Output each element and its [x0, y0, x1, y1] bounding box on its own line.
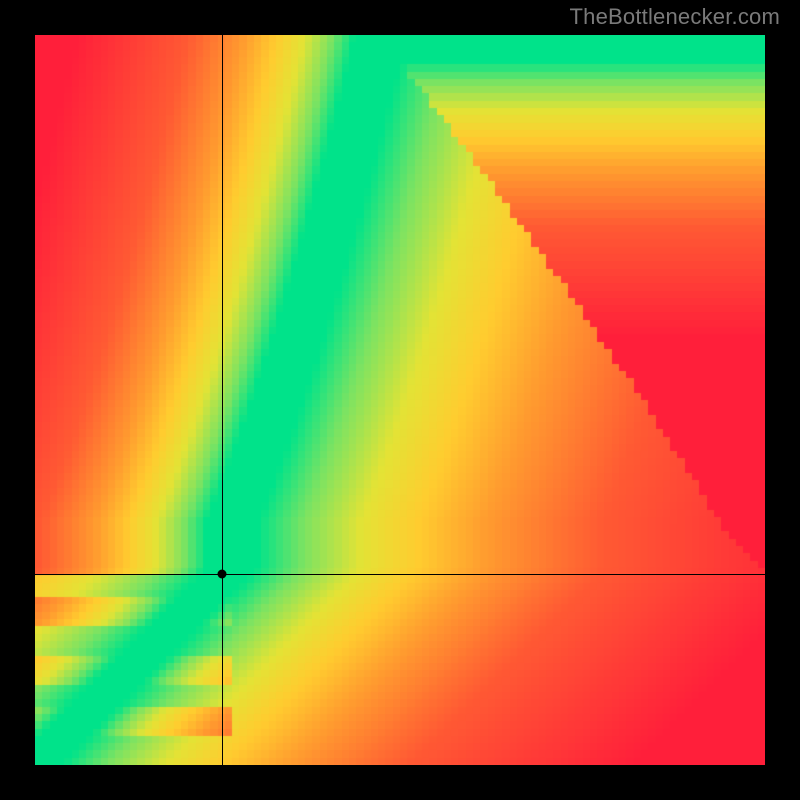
- heatmap-plot: [35, 35, 765, 765]
- chart-frame: TheBottlenecker.com: [0, 0, 800, 800]
- watermark-text: TheBottlenecker.com: [570, 4, 780, 30]
- crosshair-horizontal: [35, 574, 765, 575]
- heatmap-canvas: [35, 35, 765, 765]
- crosshair-vertical: [222, 35, 223, 765]
- selection-marker: [217, 569, 226, 578]
